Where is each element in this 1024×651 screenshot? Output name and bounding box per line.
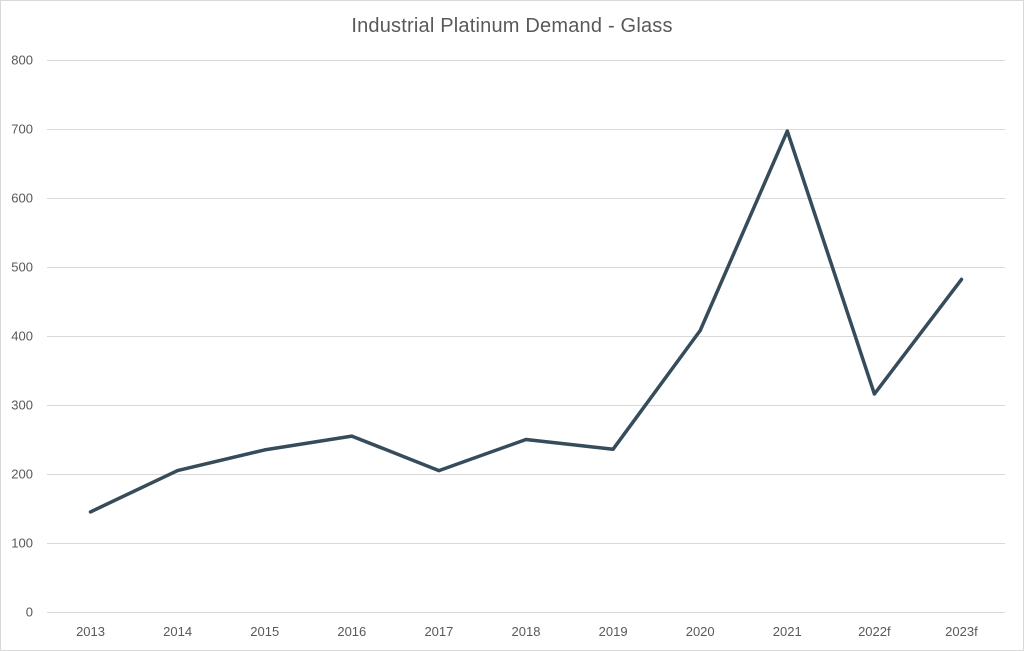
x-axis-ticks: 2013 2014 2015 2016 2017 2018 2019 2020 2021 2022… bbox=[76, 624, 978, 639]
data-point bbox=[524, 437, 528, 442]
data-point bbox=[88, 510, 93, 514]
y-tick-label: 500 bbox=[11, 260, 33, 275]
x-tick-label: 2019 bbox=[599, 624, 628, 639]
data-point bbox=[176, 468, 180, 473]
x-tick-label: 2014 bbox=[163, 624, 192, 639]
data-point bbox=[263, 448, 267, 452]
x-tick-label: 2018 bbox=[512, 624, 541, 639]
x-tick-label: 2022f bbox=[858, 624, 891, 639]
series-line bbox=[88, 129, 964, 514]
x-tick-label: 2021 bbox=[773, 624, 802, 639]
series-lines bbox=[88, 129, 964, 514]
data-point bbox=[959, 277, 964, 282]
y-tick-label: 100 bbox=[11, 536, 33, 551]
y-tick-label: 400 bbox=[11, 329, 33, 344]
y-tick-label: 300 bbox=[11, 398, 33, 413]
data-point bbox=[698, 328, 702, 333]
data-point bbox=[437, 468, 441, 473]
y-tick-label: 0 bbox=[26, 605, 33, 620]
data-point bbox=[350, 434, 354, 438]
y-tick-label: 700 bbox=[11, 122, 33, 137]
data-point bbox=[872, 392, 876, 396]
y-tick-label: 800 bbox=[11, 53, 33, 68]
x-tick-label: 2020 bbox=[686, 624, 715, 639]
y-tick-label: 200 bbox=[11, 467, 33, 482]
chart-title: Industrial Platinum Demand - Glass bbox=[351, 15, 673, 37]
x-tick-label: 2016 bbox=[337, 624, 366, 639]
data-point bbox=[611, 447, 615, 451]
data-point bbox=[785, 129, 789, 133]
x-tick-label: 2013 bbox=[76, 624, 105, 639]
y-tick-label: 600 bbox=[11, 191, 33, 206]
x-tick-label: 2023f bbox=[945, 624, 978, 639]
x-tick-label: 2017 bbox=[424, 624, 453, 639]
gridlines bbox=[47, 60, 1005, 613]
x-tick-label: 2015 bbox=[250, 624, 279, 639]
y-axis-ticks: 0 100 200 300 400 500 600 700 800 bbox=[11, 53, 33, 620]
